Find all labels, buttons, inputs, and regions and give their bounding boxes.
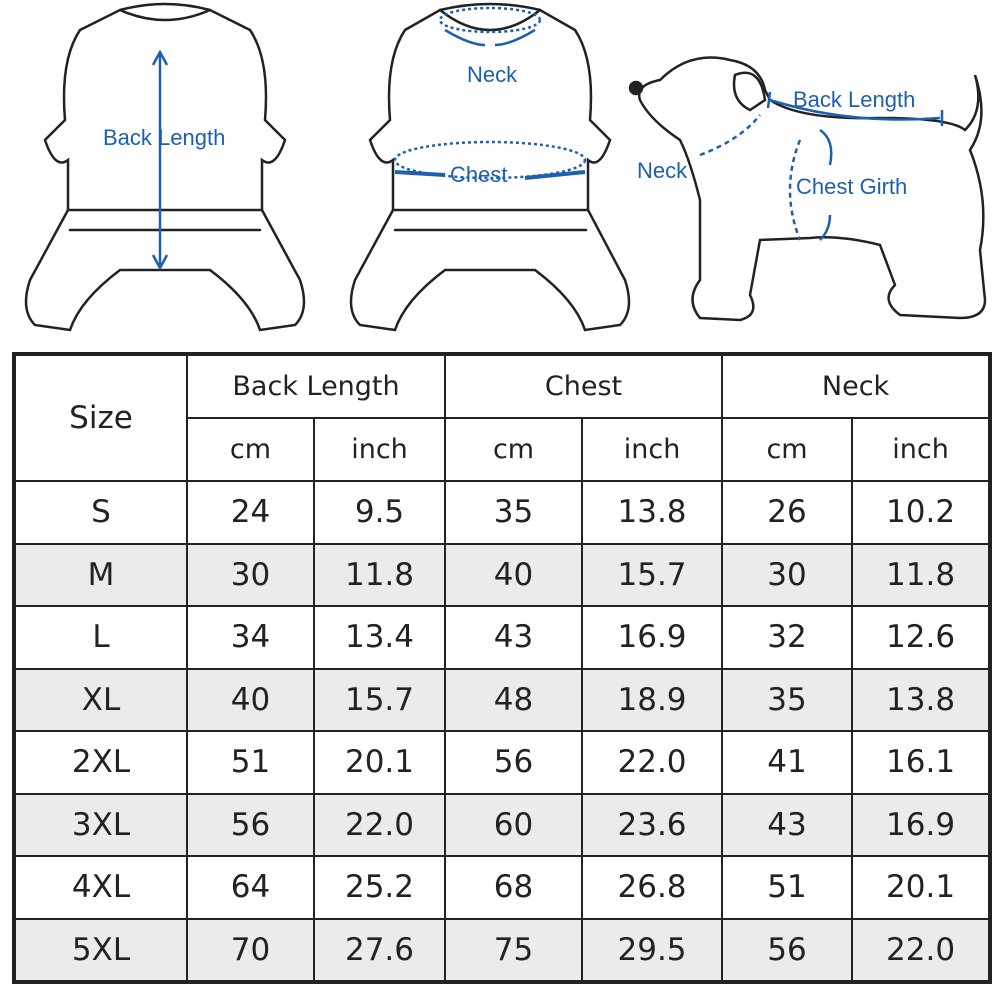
unit-header: inch: [581, 417, 724, 482]
value-cell: 32: [721, 605, 854, 670]
group-header-back-length: Back Length: [185, 353, 447, 419]
table-row: 5XL 70 27.6 75 29.5 56 22.0: [13, 917, 992, 983]
value-cell: 75: [444, 917, 584, 983]
value-cell: 70: [186, 917, 315, 983]
dog-back-arrow: [769, 98, 941, 121]
size-cell: 4XL: [13, 855, 188, 920]
unit-header: inch: [851, 417, 992, 482]
value-cell: 26: [721, 480, 854, 545]
value-cell: 16.9: [851, 792, 992, 857]
table-row: 2XL 51 20.1 56 22.0 41 16.1: [13, 730, 992, 795]
unit-header: cm: [721, 417, 854, 482]
value-cell: 26.8: [581, 855, 724, 920]
value-cell: 56: [721, 917, 854, 983]
value-cell: 22.0: [581, 730, 724, 795]
value-cell: 22.0: [312, 792, 447, 857]
value-cell: 34: [186, 605, 315, 670]
table-row: 3XL 56 22.0 60 23.6 43 16.9: [13, 792, 992, 857]
table-row: S 24 9.5 35 13.8 26 10.2: [13, 480, 992, 545]
size-cell: XL: [13, 667, 188, 732]
garment-chest-label: Chest: [450, 162, 508, 187]
value-cell: 56: [186, 792, 315, 857]
value-cell: 40: [444, 542, 584, 607]
size-cell: 2XL: [13, 730, 188, 795]
value-cell: 12.6: [851, 605, 992, 670]
measurement-illustrations: Back Length Neck Chest Back Length Neck …: [0, 0, 1000, 345]
value-cell: 22.0: [851, 917, 992, 983]
dog-chest-girth-label: Chest Girth: [796, 174, 908, 199]
value-cell: 29.5: [581, 917, 724, 983]
value-cell: 40: [186, 667, 315, 732]
value-cell: 43: [721, 792, 854, 857]
unit-header: cm: [186, 417, 315, 482]
dog-back-length-label: Back Length: [793, 87, 916, 112]
table-row: L 34 13.4 43 16.9 32 12.6: [13, 605, 992, 670]
size-chart-table: Size Back Length Chest Neck cm inch cm i…: [12, 352, 993, 984]
group-header-chest: Chest: [444, 353, 724, 419]
value-cell: 25.2: [312, 855, 447, 920]
dog-drawing: [628, 56, 987, 322]
table-row: M 30 11.8 40 15.7 30 11.8: [13, 542, 992, 607]
value-cell: 16.9: [581, 605, 724, 670]
value-cell: 27.6: [312, 917, 447, 983]
value-cell: 11.8: [312, 542, 447, 607]
table-row: XL 40 15.7 48 18.9 35 13.8: [13, 667, 992, 732]
value-cell: 24: [186, 480, 315, 545]
value-cell: 13.8: [851, 667, 992, 732]
garment-back-length-label: Back Length: [103, 125, 226, 150]
unit-header: inch: [312, 417, 447, 482]
size-cell: M: [13, 542, 188, 607]
table-row: 4XL 64 25.2 68 26.8 51 20.1: [13, 855, 992, 920]
value-cell: 20.1: [312, 730, 447, 795]
value-cell: 41: [721, 730, 854, 795]
value-cell: 11.8: [851, 542, 992, 607]
value-cell: 51: [186, 730, 315, 795]
neck-dotted-line: [438, 6, 542, 34]
value-cell: 64: [186, 855, 315, 920]
value-cell: 43: [444, 605, 584, 670]
dog-neck-label: Neck: [637, 158, 688, 183]
header-row-units: cm inch cm inch cm inch: [14, 417, 992, 482]
value-cell: 30: [721, 542, 854, 607]
value-cell: 13.4: [312, 605, 447, 670]
value-cell: 35: [721, 667, 854, 732]
value-cell: 60: [444, 792, 584, 857]
value-cell: 56: [444, 730, 584, 795]
size-cell: 3XL: [13, 792, 188, 857]
header-row-groups: Size Back Length Chest Neck: [13, 353, 992, 482]
garment-neck-label: Neck: [467, 62, 518, 87]
size-cell: L: [13, 605, 188, 670]
value-cell: 23.6: [581, 792, 724, 857]
value-cell: 18.9: [581, 667, 724, 732]
size-cell: 5XL: [13, 917, 188, 983]
value-cell: 51: [721, 855, 854, 920]
chest-dotted-line: [393, 140, 587, 180]
illustration-drawings: [24, 2, 987, 332]
value-cell: 35: [444, 480, 584, 545]
unit-header: cm: [444, 417, 584, 482]
value-cell: 20.1: [851, 855, 992, 920]
size-cell: S: [13, 480, 188, 545]
garment-back-drawing: [24, 2, 306, 332]
value-cell: 68: [444, 855, 584, 920]
value-cell: 9.5: [312, 480, 447, 545]
garment-front-drawing: [349, 2, 631, 332]
value-cell: 16.1: [851, 730, 992, 795]
value-cell: 10.2: [851, 480, 992, 545]
value-cell: 15.7: [581, 542, 724, 607]
value-cell: 15.7: [312, 667, 447, 732]
value-cell: 13.8: [581, 480, 724, 545]
value-cell: 30: [186, 542, 315, 607]
group-header-neck: Neck: [721, 353, 992, 419]
size-header: Size: [13, 353, 188, 482]
value-cell: 48: [444, 667, 584, 732]
